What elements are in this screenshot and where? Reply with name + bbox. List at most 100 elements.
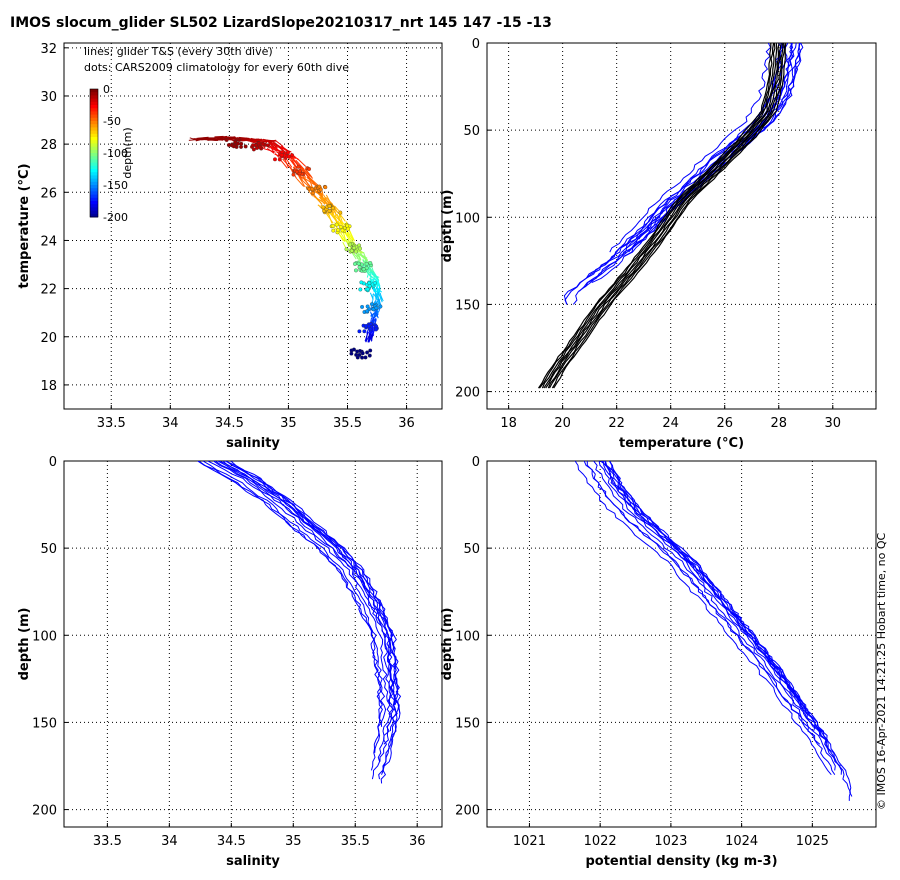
glider-profile xyxy=(583,461,836,775)
ts-climatology-dot xyxy=(354,268,358,273)
ts-climatology-dot xyxy=(310,187,315,192)
colorbar-step xyxy=(90,210,98,215)
ts-line-segment xyxy=(359,254,369,261)
ts-line-segment xyxy=(296,158,307,167)
glider-profile xyxy=(602,461,843,775)
y-tick-label-22: 22 xyxy=(40,283,57,298)
colorbar-step xyxy=(90,140,98,144)
ts-climatology-dot xyxy=(255,146,259,150)
ts-line-segment xyxy=(366,274,369,278)
ts-climatology-dot xyxy=(231,144,236,149)
y-tick-label-0: 0 xyxy=(472,37,480,52)
ts-line-segment xyxy=(335,213,343,225)
colorbar-step xyxy=(90,149,98,154)
ts-line-segment xyxy=(372,326,376,335)
y-axis-label: depth (m) xyxy=(440,190,455,263)
ts-climatology-dot xyxy=(356,261,361,266)
ts-climatology-dot xyxy=(365,287,370,292)
axes-frame xyxy=(486,42,877,410)
colorbar-step xyxy=(90,114,98,119)
y-tick-label-20: 20 xyxy=(40,331,57,346)
ts-line-segment xyxy=(346,231,352,240)
colorbar-tick--200: -200 xyxy=(103,211,128,224)
y-tick-label-26: 26 xyxy=(40,186,57,201)
ts-climatology-dot xyxy=(378,304,383,309)
ts-line-segment xyxy=(377,291,383,303)
ts-climatology-dot xyxy=(273,157,277,162)
colorbar-step xyxy=(90,181,98,186)
ts-line-segment xyxy=(308,176,317,187)
axes-frame xyxy=(63,460,443,828)
climatology-profile xyxy=(553,43,787,389)
ts-line-segment xyxy=(355,252,359,260)
ts-line-segment xyxy=(282,158,292,169)
ts-climatology-dot xyxy=(340,228,345,233)
ts-line-segment xyxy=(291,159,298,169)
ts-climatology-dot xyxy=(224,138,229,142)
ts-climatology-dot xyxy=(330,224,335,228)
ts-climatology-dot xyxy=(323,185,328,190)
ts-line-segment xyxy=(374,311,377,317)
x-axis-label: temperature (°C) xyxy=(619,436,744,451)
y-tick-label-150: 150 xyxy=(455,298,480,313)
colorbar: 0 -50 -100 -150 -200 depth(m) xyxy=(89,83,134,224)
ts-climatology-dot xyxy=(321,205,326,210)
x-tick-label-28: 28 xyxy=(770,416,787,431)
glider-profile xyxy=(202,461,387,727)
x-tick-label-35: 35 xyxy=(285,834,302,849)
ts-line-segment xyxy=(356,251,362,260)
x-tick-label-20: 20 xyxy=(554,416,571,431)
ts-line-segment xyxy=(342,241,347,249)
ts-climatology-dot xyxy=(336,228,340,233)
ts-climatology-dot xyxy=(359,280,364,285)
glider-profile xyxy=(600,461,841,767)
ts-line-segment xyxy=(347,231,354,241)
ts-line-segment xyxy=(241,138,255,142)
ts-line-segment xyxy=(323,194,331,206)
colorbar-step xyxy=(90,213,98,218)
plot-area xyxy=(197,461,402,784)
panel-3: 33.5 34 34.5 35 35.5 36 0 50 100 150 200 salinity de… xyxy=(17,455,443,869)
ts-climatology-dot xyxy=(334,222,339,227)
x-tick-label-1021: 1021 xyxy=(513,834,546,849)
y-tick-label-50: 50 xyxy=(40,542,57,557)
ts-line-segment xyxy=(204,139,218,141)
colorbar-step xyxy=(90,146,98,151)
y-tick-label-24: 24 xyxy=(40,234,57,249)
ts-climatology-dot xyxy=(368,327,373,332)
glider-profile xyxy=(213,461,393,762)
ts-line-segment xyxy=(301,166,311,177)
climatology-profile xyxy=(543,43,778,389)
plot-area xyxy=(538,43,804,389)
x-tick-label-34.5: 34.5 xyxy=(215,416,244,431)
y-tick-label-30: 30 xyxy=(40,90,57,105)
ts-climatology-dot xyxy=(353,261,357,266)
climatology-profile xyxy=(545,43,780,389)
ts-line-segment xyxy=(267,141,277,148)
colorbar-step xyxy=(90,127,98,132)
ts-line-segment xyxy=(268,142,277,149)
ts-climatology-dot xyxy=(256,141,261,146)
ts-climatology-dot xyxy=(307,167,312,171)
ts-line-segment xyxy=(339,230,346,241)
y-axis-label: temperature (°C) xyxy=(17,163,32,288)
ts-line-segment xyxy=(369,271,380,281)
ts-line-segment xyxy=(280,159,288,169)
figure-title: IMOS slocum_glider SL502 LizardSlope2021… xyxy=(10,15,552,31)
y-tick-label-150: 150 xyxy=(455,716,480,731)
y-tick-label-100: 100 xyxy=(32,629,57,644)
ts-climatology-dot xyxy=(266,143,271,148)
x-tick-label-35.5: 35.5 xyxy=(341,834,370,849)
ts-climatology-dot xyxy=(296,164,301,169)
ts-climatology-dot xyxy=(291,172,296,177)
ts-line-segment xyxy=(321,195,329,206)
ts-climatology-dot xyxy=(279,153,284,158)
ts-line-segment xyxy=(261,139,277,143)
axes-frame xyxy=(486,460,877,828)
colorbar-step xyxy=(90,143,98,148)
x-tick-label-36: 36 xyxy=(409,834,426,849)
y-tick-label-200: 200 xyxy=(455,386,480,401)
colorbar-step xyxy=(90,124,98,128)
x-axis-label: potential density (kg m-3) xyxy=(585,854,777,869)
ts-line-segment xyxy=(369,272,372,281)
